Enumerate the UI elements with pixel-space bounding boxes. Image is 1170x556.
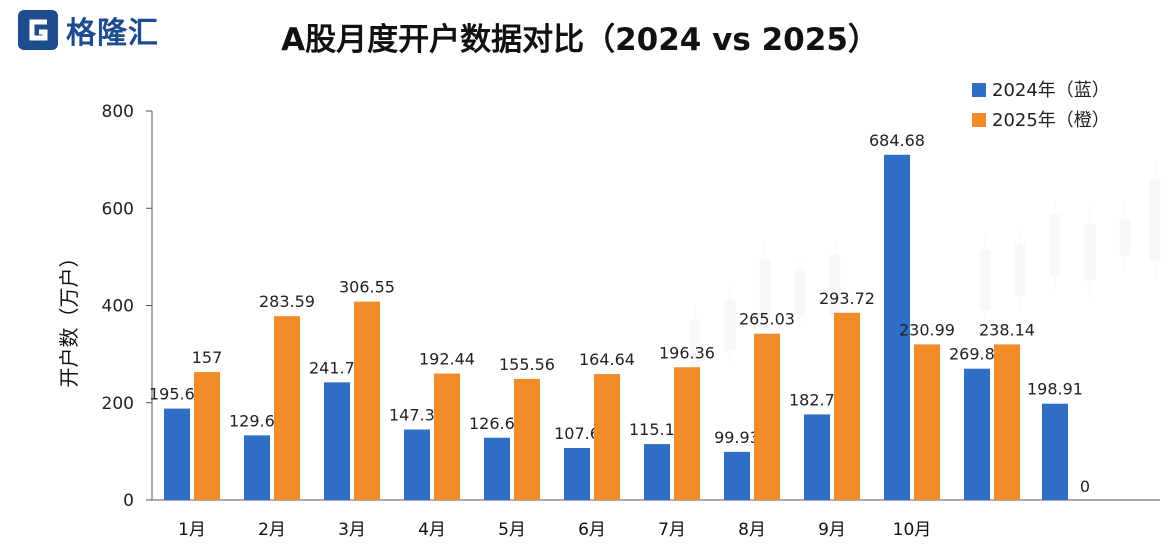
bar-2025 [834, 312, 860, 500]
x-tick-label: 3月 [338, 520, 366, 540]
bar-2025 [914, 344, 940, 500]
bar-extra [1042, 403, 1068, 500]
data-label-2024: 684.68 [869, 131, 925, 150]
bar-2025 [354, 301, 380, 500]
bar-2025 [194, 372, 220, 500]
legend-swatch-2025 [972, 113, 986, 127]
data-label-2024: 269.84 [949, 345, 1005, 364]
x-tick-label: 8月 [738, 520, 766, 540]
brand-logo: 格隆汇 [18, 10, 159, 51]
brand-name: 格隆汇 [66, 16, 159, 51]
bar-2025 [274, 316, 300, 500]
bar-2024 [644, 444, 670, 500]
bar-2025 [514, 378, 540, 500]
data-label-2025: 306.55 [339, 278, 395, 297]
data-label-2024: 129.66 [229, 411, 285, 430]
data-label-2024: 107.6 [554, 424, 600, 443]
data-label-2025: 157 [192, 348, 223, 367]
x-tick-label: 6月 [578, 520, 606, 540]
data-label-2025: 283.59 [259, 292, 315, 311]
data-label-zero: 0 [1080, 477, 1090, 496]
x-tick-label: 10月 [893, 520, 932, 540]
data-label-2025: 230.99 [899, 320, 955, 339]
data-label-2025: 238.14 [979, 320, 1035, 339]
data-label-2024: 147.35 [389, 405, 445, 424]
bar-2025 [594, 374, 620, 500]
data-label-2024: 126.62 [469, 414, 525, 433]
data-label-2024: 115.14 [629, 420, 685, 439]
y-tick-label: 800 [102, 102, 134, 122]
y-axis-title: 开户数（万户） [57, 248, 81, 388]
y-tick-label: 0 [123, 491, 134, 511]
x-tick-label: 4月 [418, 520, 446, 540]
bar-2024 [804, 414, 830, 500]
y-tick-label: 400 [102, 297, 134, 317]
x-tick-label: 9月 [818, 520, 846, 540]
data-label-extra: 198.91 [1027, 380, 1083, 399]
data-label-2025: 265.03 [739, 310, 795, 329]
data-label-2025: 164.64 [579, 350, 635, 369]
data-label-2024: 241.79 [309, 358, 365, 377]
bar-2025 [994, 344, 1020, 500]
bar-2024 [484, 437, 510, 500]
bar-2024 [724, 451, 750, 500]
data-label-2025: 293.72 [819, 289, 875, 308]
data-label-2025: 155.56 [499, 355, 555, 374]
bar-2024 [324, 382, 350, 500]
bar-2024 [884, 154, 910, 500]
y-tick-label: 200 [102, 394, 134, 414]
data-label-2025: 192.44 [419, 350, 475, 369]
data-label-2024: 99.93 [714, 428, 760, 447]
bar-2024 [564, 447, 590, 500]
x-tick-label: 1月 [178, 520, 206, 540]
data-label-2025: 196.36 [659, 343, 715, 362]
data-label-2024: 195.64 [149, 385, 205, 404]
chart-title: A股月度开户数据对比（2024 vs 2025） [281, 22, 879, 58]
bar-2025 [674, 367, 700, 500]
data-label-2024: 182.74 [789, 390, 845, 409]
bar-2024 [964, 368, 990, 500]
bar-2024 [244, 435, 270, 500]
x-tick-label: 7月 [658, 520, 686, 540]
bar-2024 [164, 408, 190, 500]
y-tick-label: 600 [102, 199, 134, 219]
legend-swatch-2024 [972, 83, 986, 97]
bar-2025 [434, 373, 460, 500]
bar-2025 [754, 333, 780, 500]
bar-2024 [404, 429, 430, 500]
x-tick-label: 5月 [498, 520, 526, 540]
legend-label-2025: 2025年（橙） [992, 110, 1110, 131]
x-tick-label: 2月 [258, 520, 286, 540]
legend-label-2024: 2024年（蓝） [992, 80, 1110, 101]
g-logo-icon [18, 10, 58, 50]
